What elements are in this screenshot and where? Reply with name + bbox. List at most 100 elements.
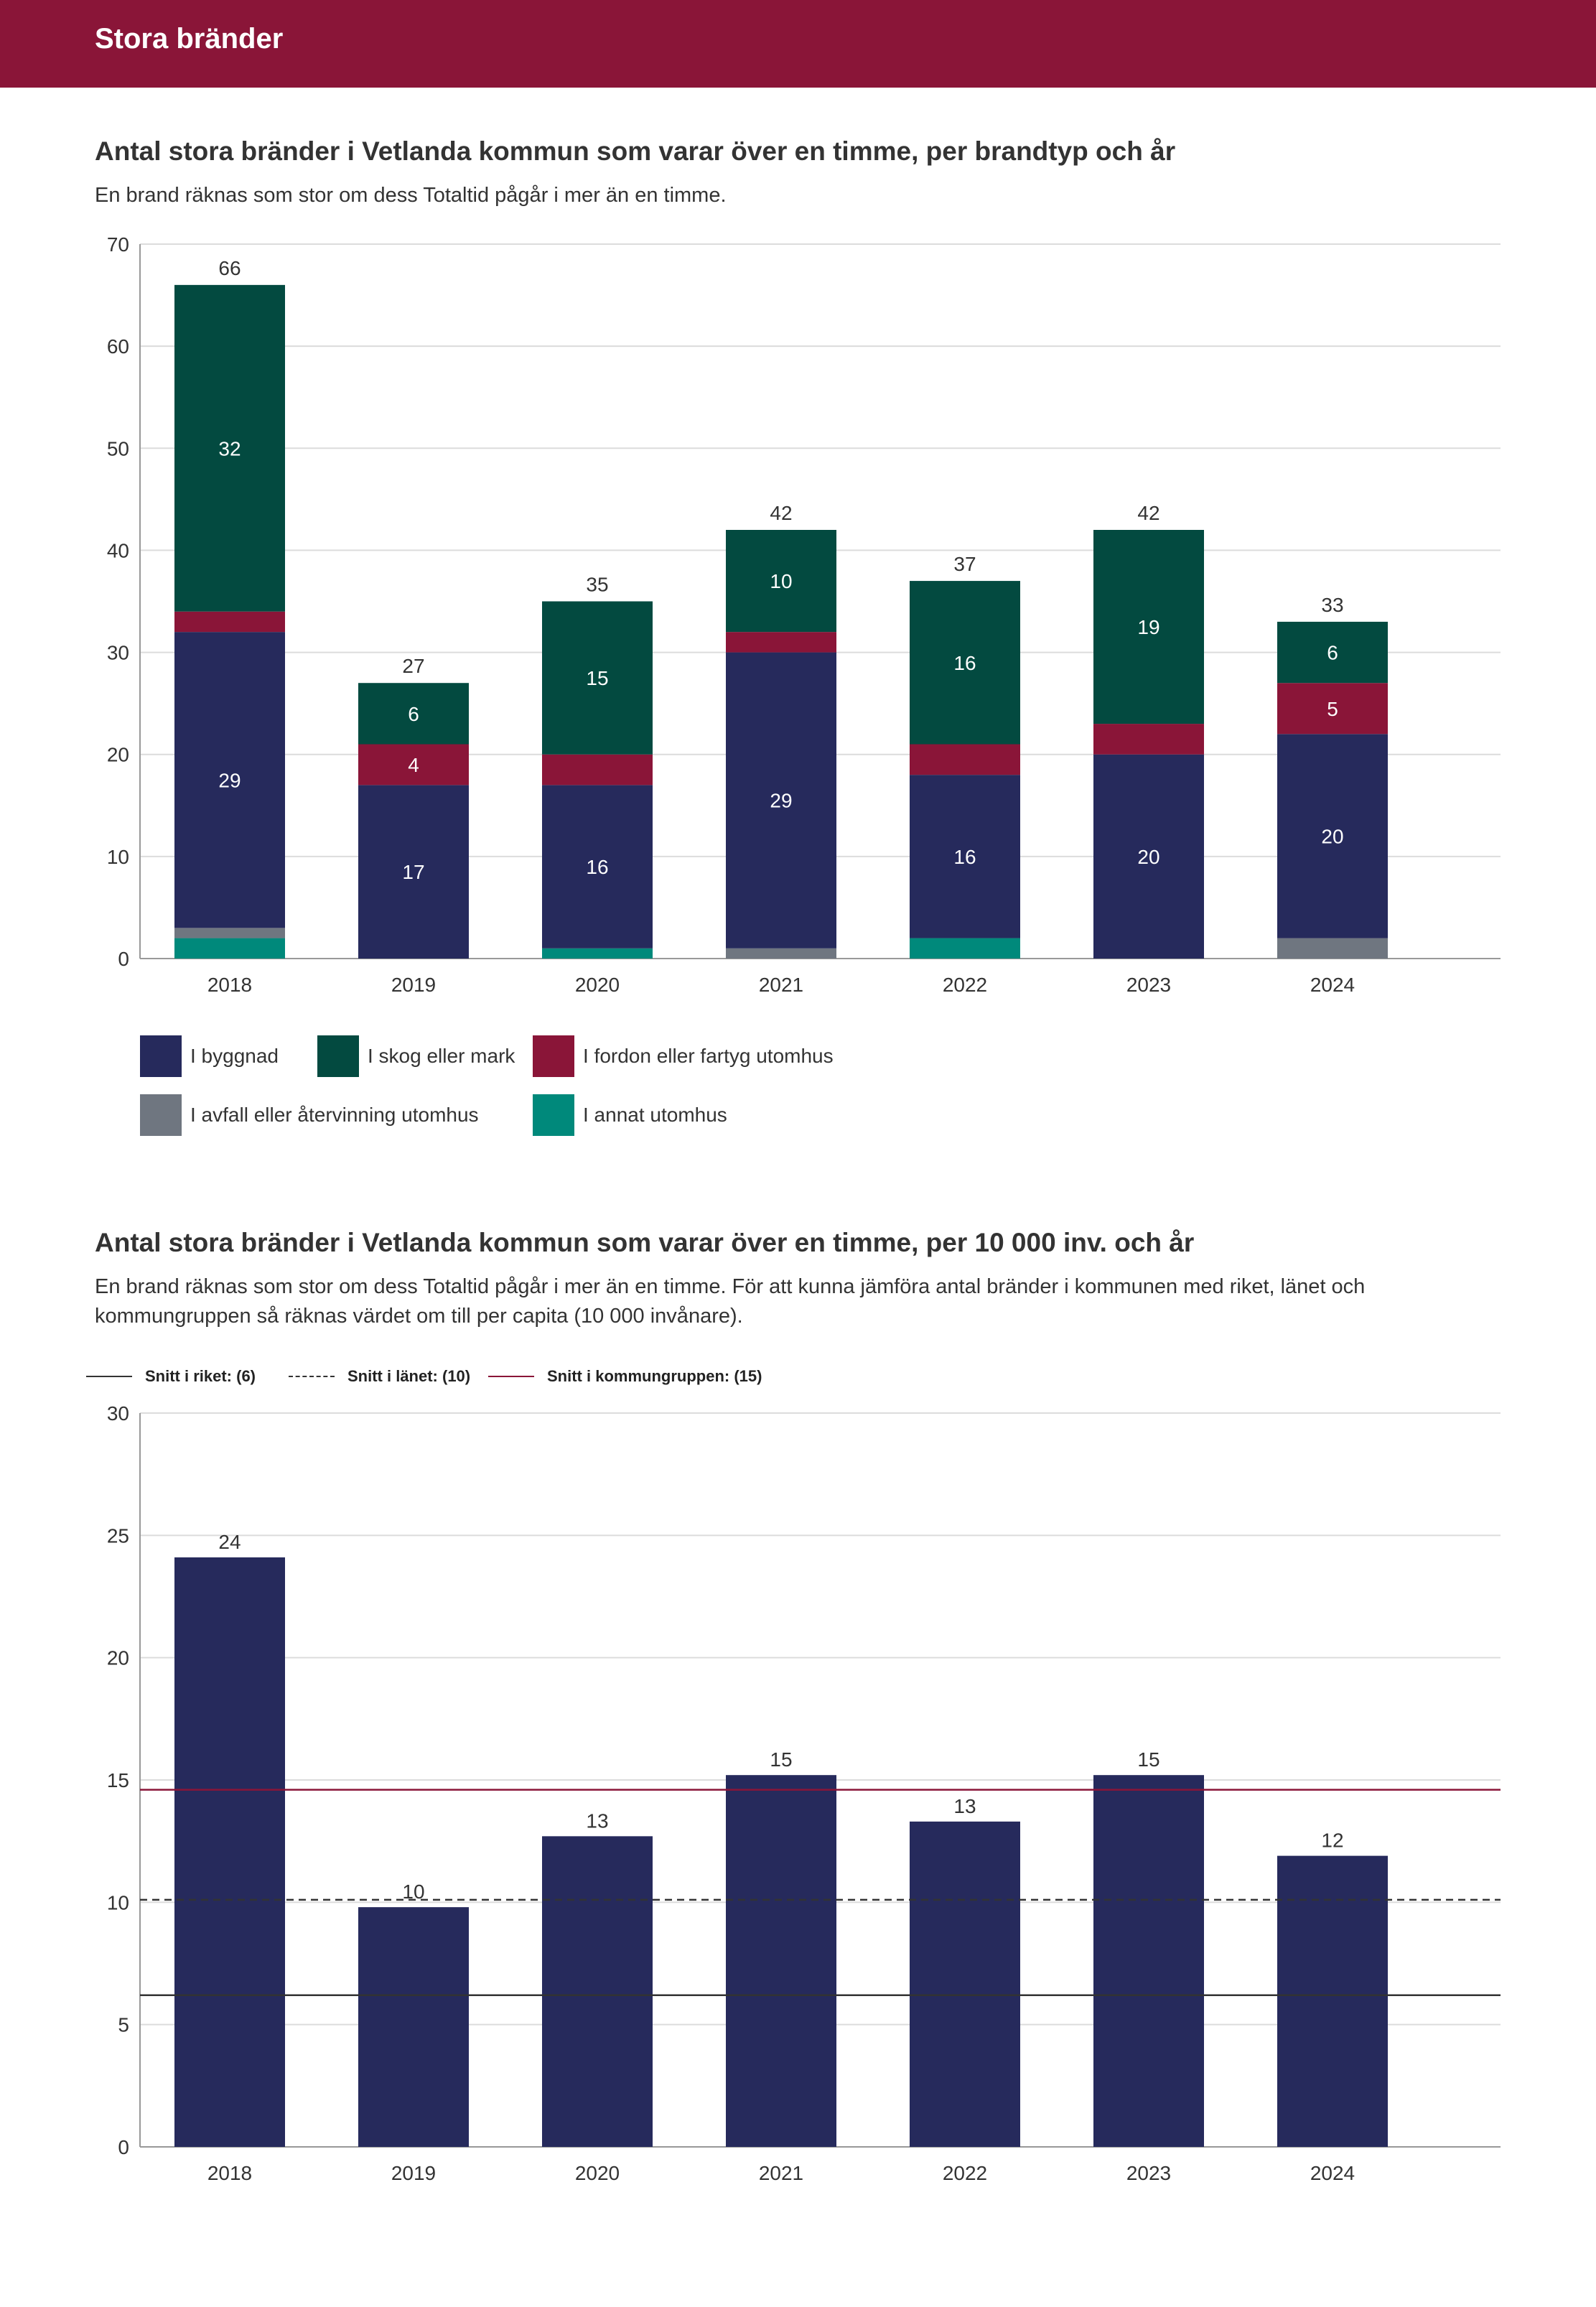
bar-segment-skog (1277, 621, 1388, 684)
bar-value-label: 15 (770, 1748, 792, 1771)
total-label: 27 (402, 655, 424, 677)
ref-legend-line (289, 1376, 335, 1377)
bar-segment-annat (542, 948, 653, 959)
bar-segment-skog (1093, 530, 1204, 724)
segment-label: 16 (953, 846, 976, 868)
y-tick-label: 15 (107, 1769, 129, 1791)
legend-swatch (140, 1035, 182, 1077)
bar (174, 1557, 285, 2147)
segment-label: 4 (408, 754, 419, 776)
legend-label: I avfall eller återvinning utomhus (190, 1104, 479, 1126)
total-label: 37 (953, 553, 976, 575)
bar-segment-fordon (358, 744, 469, 786)
ref-legend-item-lanet: Snitt i länet: (10) (289, 1367, 470, 1386)
legend-label: I byggnad (190, 1045, 279, 1067)
legend-item-byggnad: I byggnad (140, 1035, 279, 1077)
bar-segment-fordon (726, 632, 836, 653)
x-tick-label: 2019 (391, 2162, 436, 2184)
bar-segment-byggnad (358, 785, 469, 959)
bar-segment-fordon (1277, 683, 1388, 735)
bar-segment-skog (174, 284, 285, 612)
bar-segment-byggnad (1093, 754, 1204, 959)
y-tick-label: 0 (118, 948, 129, 970)
stacked-bar-chart: 0102030405060702932662018174627201916153… (107, 233, 1501, 996)
bar-segment-byggnad (910, 775, 1020, 938)
bar-segment-fordon (910, 744, 1020, 775)
x-tick-label: 2020 (575, 974, 620, 996)
total-label: 42 (1137, 502, 1159, 524)
bar-segment-byggnad (1277, 734, 1388, 938)
segment-label: 29 (770, 790, 792, 812)
bar-value-label: 13 (586, 1809, 608, 1832)
segment-label: 6 (1327, 642, 1338, 664)
bar-segment-fordon (174, 611, 285, 633)
y-tick-label: 10 (107, 1891, 129, 1914)
x-tick-label: 2018 (207, 2162, 252, 2184)
segment-label: 16 (586, 856, 608, 878)
bar-segment-fordon (542, 754, 653, 786)
legend-swatch (533, 1094, 574, 1136)
total-label: 35 (586, 574, 608, 596)
legend-swatch (317, 1035, 359, 1077)
ref-legend-label: Snitt i länet: (10) (347, 1367, 471, 1385)
bar-segment-skog (358, 683, 469, 745)
legend-swatch (140, 1094, 182, 1136)
segment-label: 29 (218, 769, 241, 791)
x-tick-label: 2022 (943, 974, 987, 996)
bar-segment-avfall (726, 948, 836, 959)
x-tick-label: 2024 (1310, 974, 1355, 996)
x-tick-label: 2021 (759, 974, 803, 996)
header-bar: Stora bränder (0, 0, 1596, 88)
segment-label: 15 (586, 667, 608, 689)
y-tick-label: 0 (118, 2136, 129, 2158)
segment-label: 6 (408, 703, 419, 725)
bar (542, 1836, 653, 2147)
bar-value-label: 12 (1321, 1830, 1343, 1852)
bar-value-label: 24 (218, 1531, 241, 1553)
y-tick-label: 20 (107, 1647, 129, 1669)
page-title: Stora bränder (95, 23, 284, 55)
y-tick-label: 10 (107, 846, 129, 868)
bar-segment-annat (910, 938, 1020, 959)
bar (358, 1907, 469, 2147)
y-tick-label: 25 (107, 1524, 129, 1547)
bar-segment-skog (726, 530, 836, 633)
y-tick-label: 30 (107, 1402, 129, 1425)
x-tick-label: 2023 (1126, 974, 1171, 996)
total-label: 42 (770, 502, 792, 524)
x-tick-label: 2022 (943, 2162, 987, 2184)
segment-label: 20 (1137, 846, 1159, 868)
segment-label: 16 (953, 652, 976, 674)
bar-segment-avfall (1277, 938, 1388, 959)
x-tick-label: 2019 (391, 974, 436, 996)
bar-segment-skog (542, 601, 653, 755)
chart1-subtitle: En brand räknas som stor om dess Totalti… (95, 184, 727, 207)
bar-value-label: 13 (953, 1795, 976, 1817)
x-tick-label: 2020 (575, 2162, 620, 2184)
bar (1277, 1855, 1388, 2147)
legend-item-avfall: I avfall eller återvinning utomhus (140, 1094, 479, 1136)
chart2-subtitle: En brand räknas som stor om dess Totalti… (95, 1275, 1366, 1328)
bar-segment-byggnad (726, 652, 836, 949)
chart2-title: Antal stora bränder i Vetlanda kommun so… (95, 1228, 1195, 1257)
segment-label: 19 (1137, 616, 1159, 638)
x-tick-label: 2024 (1310, 2162, 1355, 2184)
chart1-title: Antal stora bränder i Vetlanda kommun so… (95, 136, 1176, 166)
y-tick-label: 20 (107, 744, 129, 766)
bar (910, 1821, 1020, 2147)
ref-legend-line (488, 1376, 534, 1377)
x-tick-label: 2021 (759, 2162, 803, 2184)
bar-segment-avfall (174, 928, 285, 938)
bar-segment-fordon (1093, 724, 1204, 755)
legend-label: I skog eller mark (368, 1045, 515, 1067)
segment-label: 10 (770, 570, 792, 592)
bar (1093, 1775, 1204, 2147)
segment-label: 20 (1321, 825, 1343, 847)
y-tick-label: 60 (107, 335, 129, 358)
legend-swatch (533, 1035, 574, 1077)
ref-legend-label: Snitt i riket: (6) (145, 1367, 256, 1385)
y-tick-label: 30 (107, 642, 129, 664)
ref-legend-label: Snitt i kommungruppen: (15) (547, 1367, 762, 1385)
segment-label: 32 (218, 437, 241, 460)
